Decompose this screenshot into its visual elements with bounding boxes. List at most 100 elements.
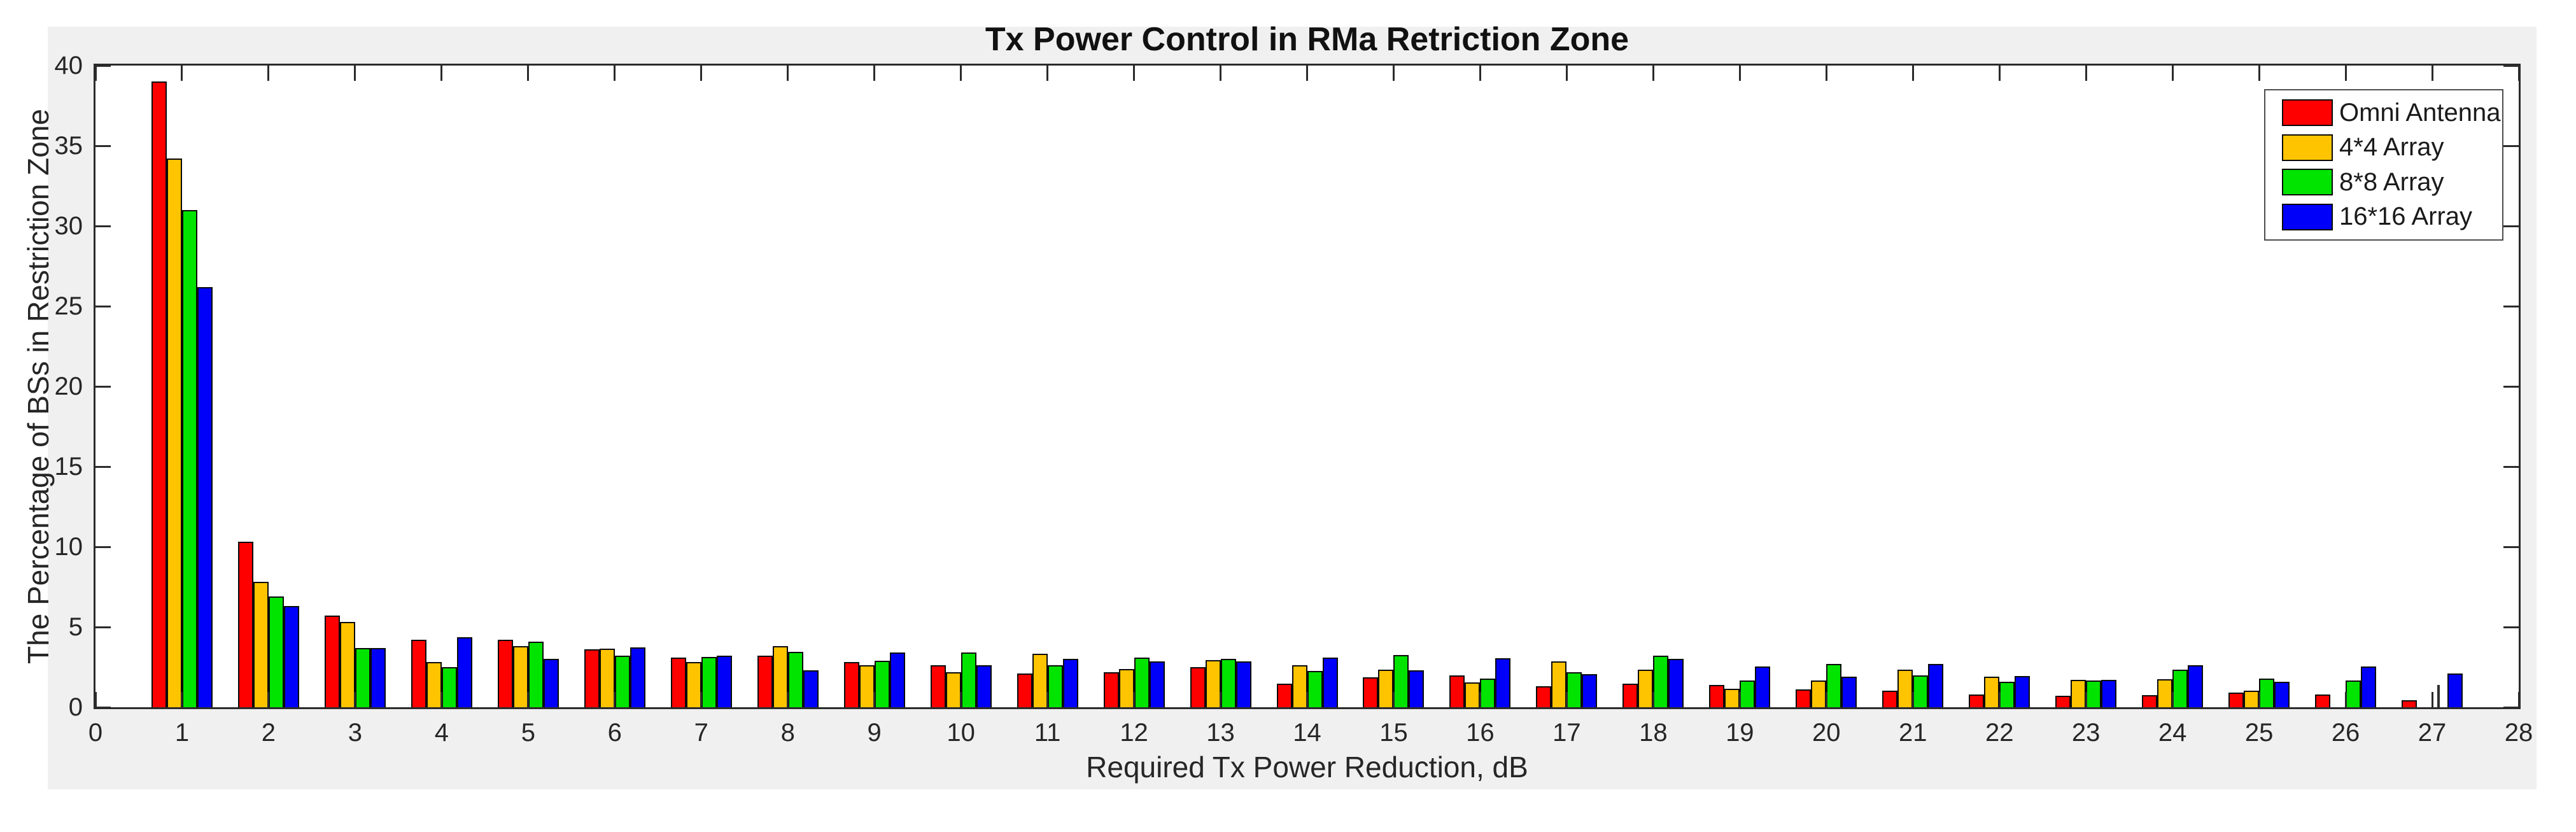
bar — [1032, 653, 1048, 707]
x-tick-mark — [1825, 692, 1827, 707]
x-tick-label: 13 — [1206, 719, 1235, 747]
bar — [1307, 671, 1323, 707]
x-tick-mark — [1306, 66, 1308, 81]
bar — [512, 646, 528, 707]
bar — [1235, 661, 1251, 707]
bar — [1638, 669, 1654, 707]
x-tick-label: 4 — [434, 719, 449, 747]
bar — [2402, 700, 2418, 707]
x-tick-mark — [1306, 692, 1308, 707]
y-tick-mark — [95, 145, 111, 147]
bar — [1062, 659, 1078, 707]
bar — [1811, 680, 1827, 707]
bar — [2086, 680, 2102, 707]
bar — [1984, 677, 2000, 707]
bar — [1322, 657, 1338, 707]
bar — [1118, 668, 1134, 707]
y-tick-label: 20 — [54, 372, 83, 400]
bar — [1897, 669, 1913, 707]
x-tick-label: 19 — [1726, 719, 1754, 747]
x-tick-mark — [1479, 66, 1481, 81]
x-axis-label: Required Tx Power Reduction, dB — [1086, 751, 1528, 784]
legend-item: 16*16 Array — [2282, 202, 2502, 231]
y-tick-mark — [2503, 465, 2519, 468]
bar — [1480, 678, 1496, 707]
x-tick-label: 11 — [1034, 719, 1061, 747]
x-tick-mark — [1046, 692, 1049, 707]
x-tick-mark — [960, 692, 962, 707]
x-tick-label: 24 — [2158, 719, 2187, 747]
bar — [1668, 659, 1684, 707]
bar — [1551, 661, 1567, 707]
bar — [1536, 686, 1552, 707]
y-tick-mark — [2503, 64, 2519, 67]
bar — [843, 662, 859, 707]
bar — [803, 670, 819, 707]
bar — [1740, 680, 1756, 707]
x-tick-mark — [2344, 692, 2347, 707]
y-tick-mark — [2503, 546, 2519, 548]
legend-label: 16*16 Array — [2339, 202, 2473, 231]
bar — [2244, 690, 2260, 707]
bar — [2071, 680, 2087, 707]
x-tick-label: 28 — [2504, 719, 2533, 747]
y-tick-mark — [2503, 706, 2519, 709]
bar — [1582, 674, 1598, 707]
bar — [181, 209, 197, 707]
bar — [2361, 666, 2377, 707]
y-tick-mark — [95, 706, 111, 709]
y-tick-mark — [95, 465, 111, 468]
x-tick-mark — [2431, 692, 2433, 707]
x-tick-mark — [2171, 66, 2174, 81]
chart-title: Tx Power Control in RMa Retriction Zone — [985, 21, 1629, 58]
x-tick-mark — [1652, 692, 1654, 707]
bar — [772, 646, 788, 707]
x-tick-label: 27 — [2418, 719, 2447, 747]
bar — [2447, 673, 2463, 707]
x-tick-mark — [94, 66, 97, 81]
bar — [757, 656, 773, 707]
bar — [859, 665, 875, 707]
bar — [2142, 695, 2158, 707]
bar — [253, 582, 269, 707]
legend-label: 8*8 Array — [2339, 167, 2444, 196]
legend-box: Omni Antenna 4*4 Array 8*8 Array 16*16 Arra… — [2264, 89, 2503, 241]
plot-area — [94, 64, 2521, 709]
y-tick-mark — [2503, 626, 2519, 628]
bar — [614, 656, 630, 707]
x-tick-label: 3 — [348, 719, 363, 747]
bar — [787, 652, 803, 707]
bar — [1999, 681, 2015, 707]
bar — [874, 660, 890, 707]
bar — [1465, 682, 1481, 707]
y-tick-label: 35 — [54, 132, 83, 160]
y-tick-mark — [95, 305, 111, 307]
x-tick-mark — [1220, 692, 1222, 707]
bar — [686, 662, 701, 707]
x-tick-mark — [1738, 66, 1741, 81]
y-tick-mark — [95, 626, 111, 628]
y-tick-mark — [95, 225, 111, 227]
bar — [584, 649, 600, 707]
bar — [1409, 670, 1425, 707]
x-tick-mark — [2171, 692, 2174, 707]
y-tick-label: 30 — [54, 212, 83, 240]
bar — [889, 652, 905, 707]
x-tick-mark — [1825, 66, 1827, 81]
x-tick-mark — [2085, 692, 2087, 707]
bar — [1882, 690, 1898, 707]
bar — [1363, 677, 1379, 707]
bar — [701, 656, 717, 707]
x-tick-mark — [1911, 692, 1914, 707]
bar — [1969, 694, 1985, 707]
x-tick-label: 12 — [1120, 719, 1148, 747]
x-tick-mark — [1565, 692, 1568, 707]
bar — [2188, 665, 2204, 707]
x-tick-mark — [1220, 66, 1222, 81]
x-tick-mark — [2517, 66, 2520, 81]
bar — [1755, 666, 1771, 707]
bar — [426, 662, 442, 707]
bar — [1276, 684, 1292, 707]
y-tick-mark — [2503, 385, 2519, 388]
x-tick-mark — [2431, 66, 2433, 81]
